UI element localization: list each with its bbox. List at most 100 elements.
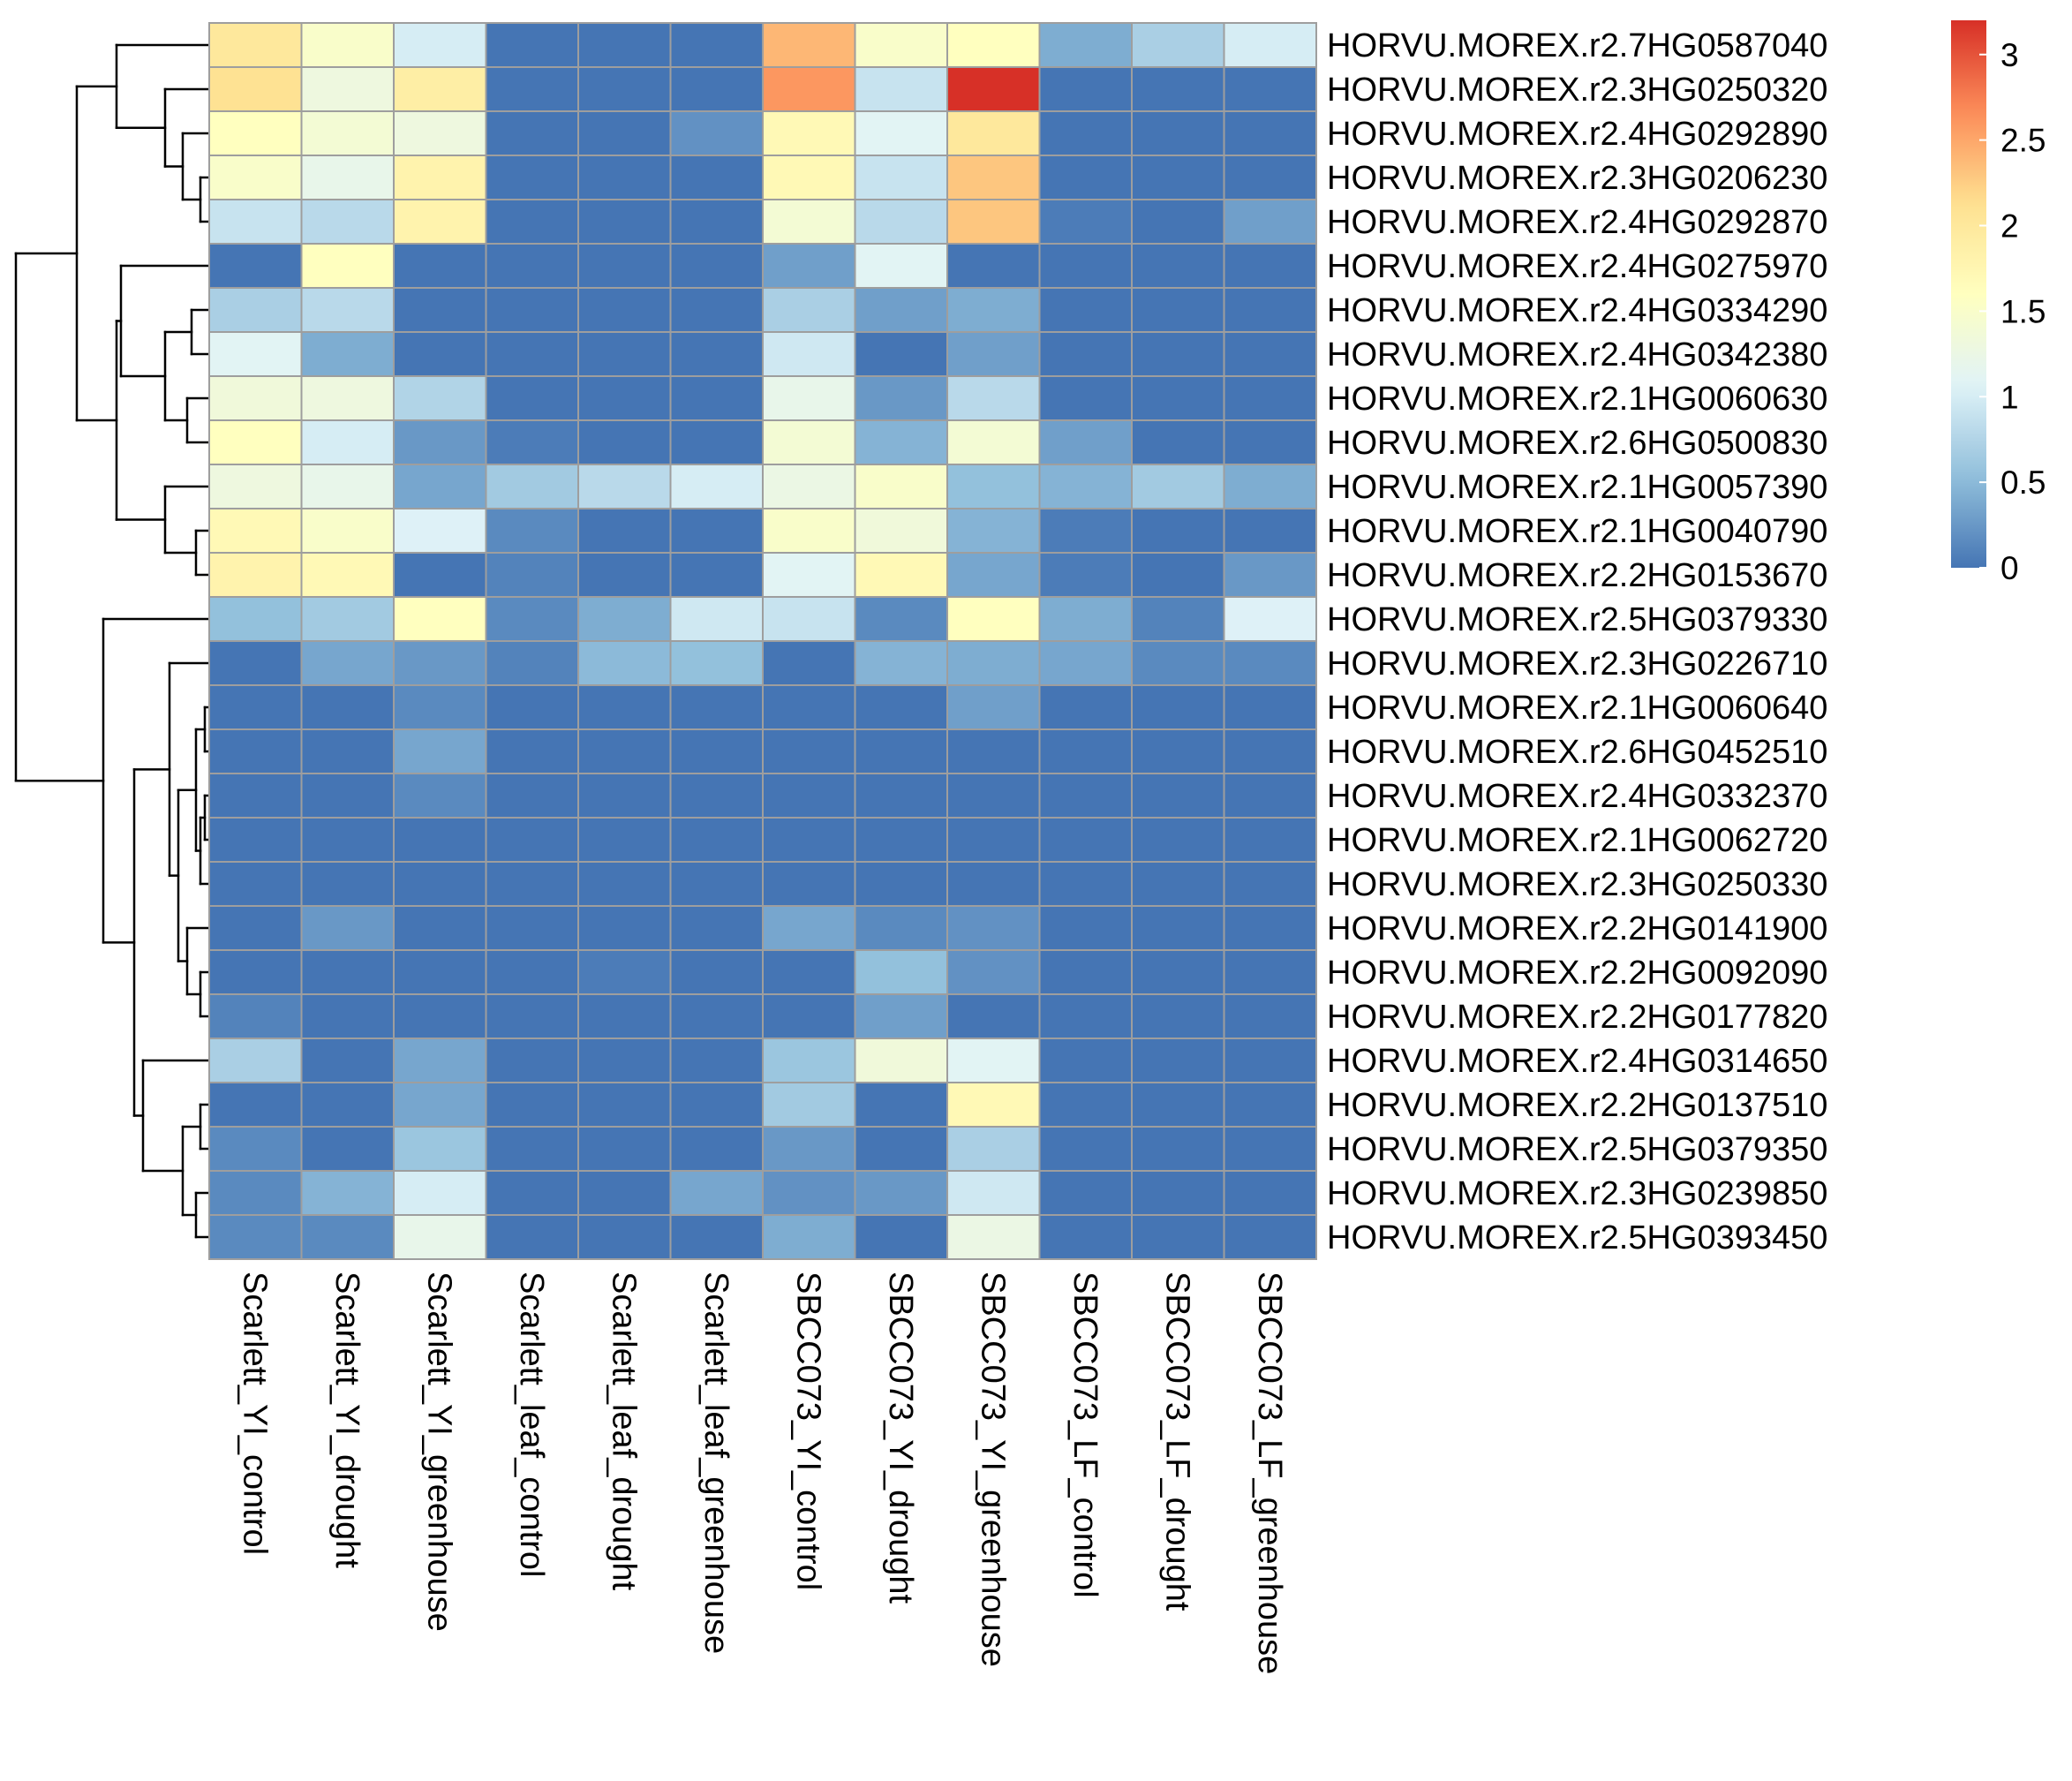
heatmap-cell xyxy=(1038,640,1133,686)
heatmap-cell xyxy=(762,508,856,554)
heatmap-cell xyxy=(300,728,395,774)
heatmap-cells xyxy=(208,22,1317,1260)
heatmap-cell xyxy=(393,331,487,377)
heatmap-cell xyxy=(208,419,303,465)
heatmap-cell xyxy=(1223,22,1317,68)
heatmap-cell xyxy=(1038,464,1133,509)
heatmap-cell xyxy=(946,464,1041,509)
heatmap-cell xyxy=(300,817,395,863)
heatmap-cell xyxy=(577,817,672,863)
heatmap-cell xyxy=(393,1082,487,1128)
heatmap-cell xyxy=(1223,419,1317,465)
heatmap-cell xyxy=(854,773,948,819)
heatmap-cell xyxy=(762,949,856,995)
heatmap-cell xyxy=(854,1126,948,1172)
heatmap-cell xyxy=(1223,464,1317,509)
row-label: HORVU.MOREX.r2.3HG0250320 xyxy=(1327,72,1827,109)
heatmap-cell xyxy=(577,419,672,465)
heatmap-cell xyxy=(393,464,487,509)
heatmap-cell xyxy=(1038,949,1133,995)
heatmap-cell xyxy=(577,375,672,421)
legend-tick-label: 1.5 xyxy=(2000,293,2046,329)
heatmap-cell xyxy=(393,773,487,819)
heatmap-cell xyxy=(946,1082,1041,1128)
heatmap-cell xyxy=(946,1038,1041,1083)
heatmap-cell xyxy=(1223,1126,1317,1172)
heatmap-cell xyxy=(854,66,948,112)
row-label: HORVU.MOREX.r2.6HG0500830 xyxy=(1327,425,1827,462)
heatmap-cell xyxy=(946,22,1041,68)
heatmap-cell xyxy=(762,861,856,907)
heatmap-cell xyxy=(854,508,948,554)
heatmap-cell xyxy=(1223,728,1317,774)
heatmap-cell xyxy=(854,199,948,245)
heatmap-cell xyxy=(208,1214,303,1260)
heatmap-cell xyxy=(1223,1170,1317,1216)
heatmap-cell xyxy=(1223,596,1317,642)
heatmap-cell xyxy=(1038,861,1133,907)
heatmap-cell xyxy=(1223,66,1317,112)
heatmap-cell xyxy=(854,640,948,686)
heatmap-cell xyxy=(1038,728,1133,774)
heatmap-cell xyxy=(854,419,948,465)
heatmap-cell xyxy=(1131,728,1225,774)
heatmap-cell xyxy=(1223,155,1317,200)
heatmap-cell xyxy=(208,905,303,951)
heatmap-cell xyxy=(1131,1082,1225,1128)
row-dendrogram xyxy=(14,43,211,1239)
heatmap-cell xyxy=(854,1214,948,1260)
row-label: HORVU.MOREX.r2.3HG0226710 xyxy=(1327,645,1827,683)
heatmap-cell xyxy=(946,596,1041,642)
row-labels: HORVU.MOREX.r2.7HG0587040 HORVU.MOREX.r2.… xyxy=(1327,27,1827,1257)
heatmap-cell xyxy=(762,419,856,465)
heatmap-cell xyxy=(946,728,1041,774)
heatmap-cell xyxy=(946,817,1041,863)
row-label: HORVU.MOREX.r2.1HG0062720 xyxy=(1327,822,1827,859)
heatmap-cell xyxy=(1223,552,1317,598)
heatmap-cell xyxy=(577,155,672,200)
heatmap-cell xyxy=(1038,375,1133,421)
heatmap-cell xyxy=(669,66,764,112)
heatmap-cell xyxy=(208,1038,303,1083)
row-label: HORVU.MOREX.r2.5HG0393450 xyxy=(1327,1219,1827,1257)
legend-tick-label: 3 xyxy=(2000,37,2019,73)
heatmap-cell xyxy=(393,243,487,289)
heatmap-cell xyxy=(300,552,395,598)
heatmap-cell xyxy=(762,1214,856,1260)
row-label: HORVU.MOREX.r2.1HG0060630 xyxy=(1327,381,1827,418)
heatmap-cell xyxy=(1223,993,1317,1039)
heatmap-cell xyxy=(762,1082,856,1128)
heatmap-cell xyxy=(577,22,672,68)
heatmap-cell xyxy=(1131,508,1225,554)
heatmap-cell xyxy=(669,243,764,289)
heatmap-cell xyxy=(577,1038,672,1083)
heatmap-cell xyxy=(946,773,1041,819)
heatmap-cell xyxy=(393,419,487,465)
heatmap-cell xyxy=(208,1082,303,1128)
heatmap-cell xyxy=(1131,419,1225,465)
heatmap-cell xyxy=(485,287,579,333)
heatmap-cell xyxy=(946,331,1041,377)
heatmap-cell xyxy=(577,993,672,1039)
heatmap-cell xyxy=(577,199,672,245)
heatmap-cell xyxy=(1131,949,1225,995)
heatmap-cell xyxy=(485,949,579,995)
heatmap-cell xyxy=(946,110,1041,156)
heatmap-cell xyxy=(854,905,948,951)
heatmap-cell xyxy=(946,993,1041,1039)
heatmap-cell xyxy=(854,552,948,598)
heatmap-cell xyxy=(577,1126,672,1172)
heatmap-cell xyxy=(854,949,948,995)
heatmap-cell xyxy=(946,199,1041,245)
heatmap-cell xyxy=(1038,66,1133,112)
heatmap-cell xyxy=(208,243,303,289)
heatmap-cell xyxy=(762,596,856,642)
heatmap-cell xyxy=(946,419,1041,465)
row-label: HORVU.MOREX.r2.4HG0292870 xyxy=(1327,204,1827,241)
heatmap-cell xyxy=(1131,773,1225,819)
heatmap-cell xyxy=(762,728,856,774)
heatmap-cell xyxy=(208,508,303,554)
heatmap-cell xyxy=(1038,110,1133,156)
